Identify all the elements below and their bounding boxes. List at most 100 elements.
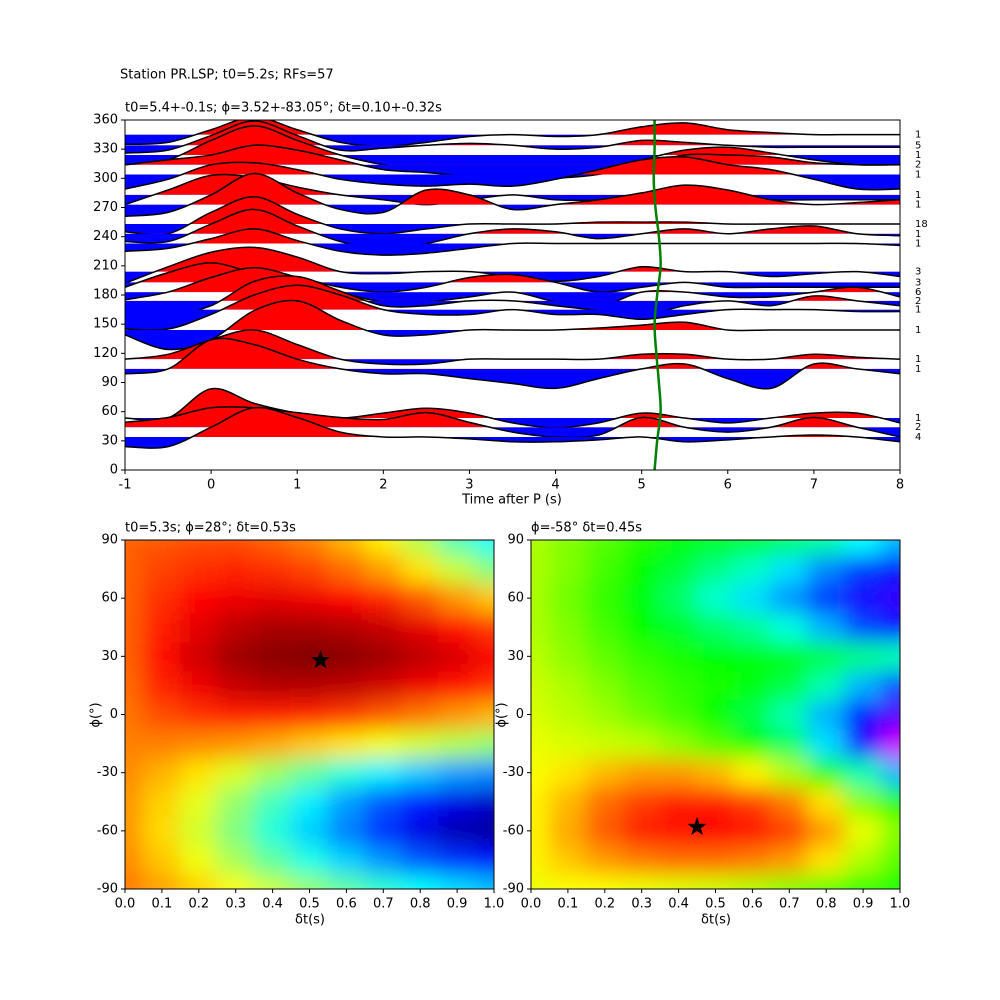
x-tick-label: 3 [465,478,473,493]
trace-count: 1 [915,229,921,240]
heatmap-cell [475,583,494,614]
heatmap-cell [622,786,661,817]
trace-count: 5 [915,140,921,151]
heatmap-cell [125,670,144,701]
heatmap-cell [844,786,883,817]
heatmap-cell [585,583,624,614]
heatmap-cell [364,873,403,889]
negative-fill [125,174,900,190]
y-tick-label: 30 [101,649,118,664]
y-tick-label: -60 [503,823,524,838]
trace-count: 1 [915,238,921,249]
heatmap-cell [585,612,624,643]
heatmap-cell [290,873,329,889]
heatmap-cell [531,786,550,817]
trace-line [125,267,900,308]
heatmap-cell [438,540,477,556]
heatmap-cell [622,757,661,788]
heatmap-cell [125,844,144,875]
heatmap-cell [438,786,477,817]
positive-fill [125,125,900,155]
heatmap-cell [475,844,494,875]
negative-fill [125,300,900,316]
heatmap-cell [364,583,403,614]
heatmap-cell [807,641,846,672]
trace-count: 1 [915,364,921,375]
heatmap-cell [548,583,587,614]
heatmap-cell [770,540,809,556]
heatmap-cells [125,540,494,889]
heatmap-cell [125,612,144,643]
heatmap-cell [475,815,494,846]
heatmap-cell [179,554,218,585]
heatmap-cell [659,670,698,701]
y-tick-label: 90 [507,533,524,548]
heatmap-cell [438,583,477,614]
heatmap-cell [216,699,255,730]
heatmap-cell [770,757,809,788]
heatmap-cell [807,540,846,556]
x-tick-label: 0.7 [373,897,394,912]
heatmap-cell [290,699,329,730]
y-tick-label: 60 [507,591,524,606]
heatmap-cell [531,540,550,556]
heatmap-cell [179,670,218,701]
heatmap-cell [531,641,550,672]
heatmap-cell [733,786,772,817]
heatmap-cell [253,554,292,585]
heatmap-cell [548,728,587,759]
heatmap-cell [290,540,329,556]
heatmap-cell [696,815,735,846]
heatmap-cell [401,815,440,846]
trace-count: 1 [915,305,921,316]
heatmap-cell [844,728,883,759]
y-tick-label: 300 [93,171,118,186]
heatmap-cell [659,554,698,585]
heatmap-cell [401,699,440,730]
heatmap-cell [438,554,477,585]
heatmap-cell [881,540,900,556]
heatmap-cell [253,728,292,759]
heatmap-cell [881,844,900,875]
heatmap-cell [844,757,883,788]
heatmap-cell [733,554,772,585]
heatmap-cell [770,699,809,730]
heatmap-cell [548,554,587,585]
best-fit-star [311,650,331,669]
y-tick-label: 30 [101,433,118,448]
heatmap-cell [142,728,181,759]
positive-fill [168,338,857,369]
heatmap-cell [881,728,900,759]
heatmap-cell [290,757,329,788]
heatmap-cell [216,844,255,875]
y-tick-label: 330 [93,142,118,157]
heatmap-cell [807,670,846,701]
heatmap-cell [548,757,587,788]
heatmap-cell [364,786,403,817]
heatmap-cell [733,844,772,875]
heatmap-cell [290,583,329,614]
heatmap-cell [807,844,846,875]
trace-count: 1 [915,130,921,141]
heatmap-cell [125,815,144,846]
x-tick-label: 0.4 [262,897,283,912]
heatmap-cell [531,699,550,730]
heatmap-cell [585,699,624,730]
heatmap-cell [733,612,772,643]
heatmap-cell [438,699,477,730]
positive-fill [125,228,900,244]
trace-count: 4 [915,432,921,443]
heatmap-cell [401,641,440,672]
heatmap-cell [807,699,846,730]
positive-fill [125,285,900,310]
heatmap-cell [622,873,661,889]
heatmap-cell [216,583,255,614]
heatmap-cell [438,873,477,889]
negative-fill [125,436,900,449]
heatmap-cell [142,612,181,643]
trace-line [125,387,900,429]
trace-count: 2 [915,296,921,307]
heatmap-cell [125,728,144,759]
heatmap-cell [364,728,403,759]
